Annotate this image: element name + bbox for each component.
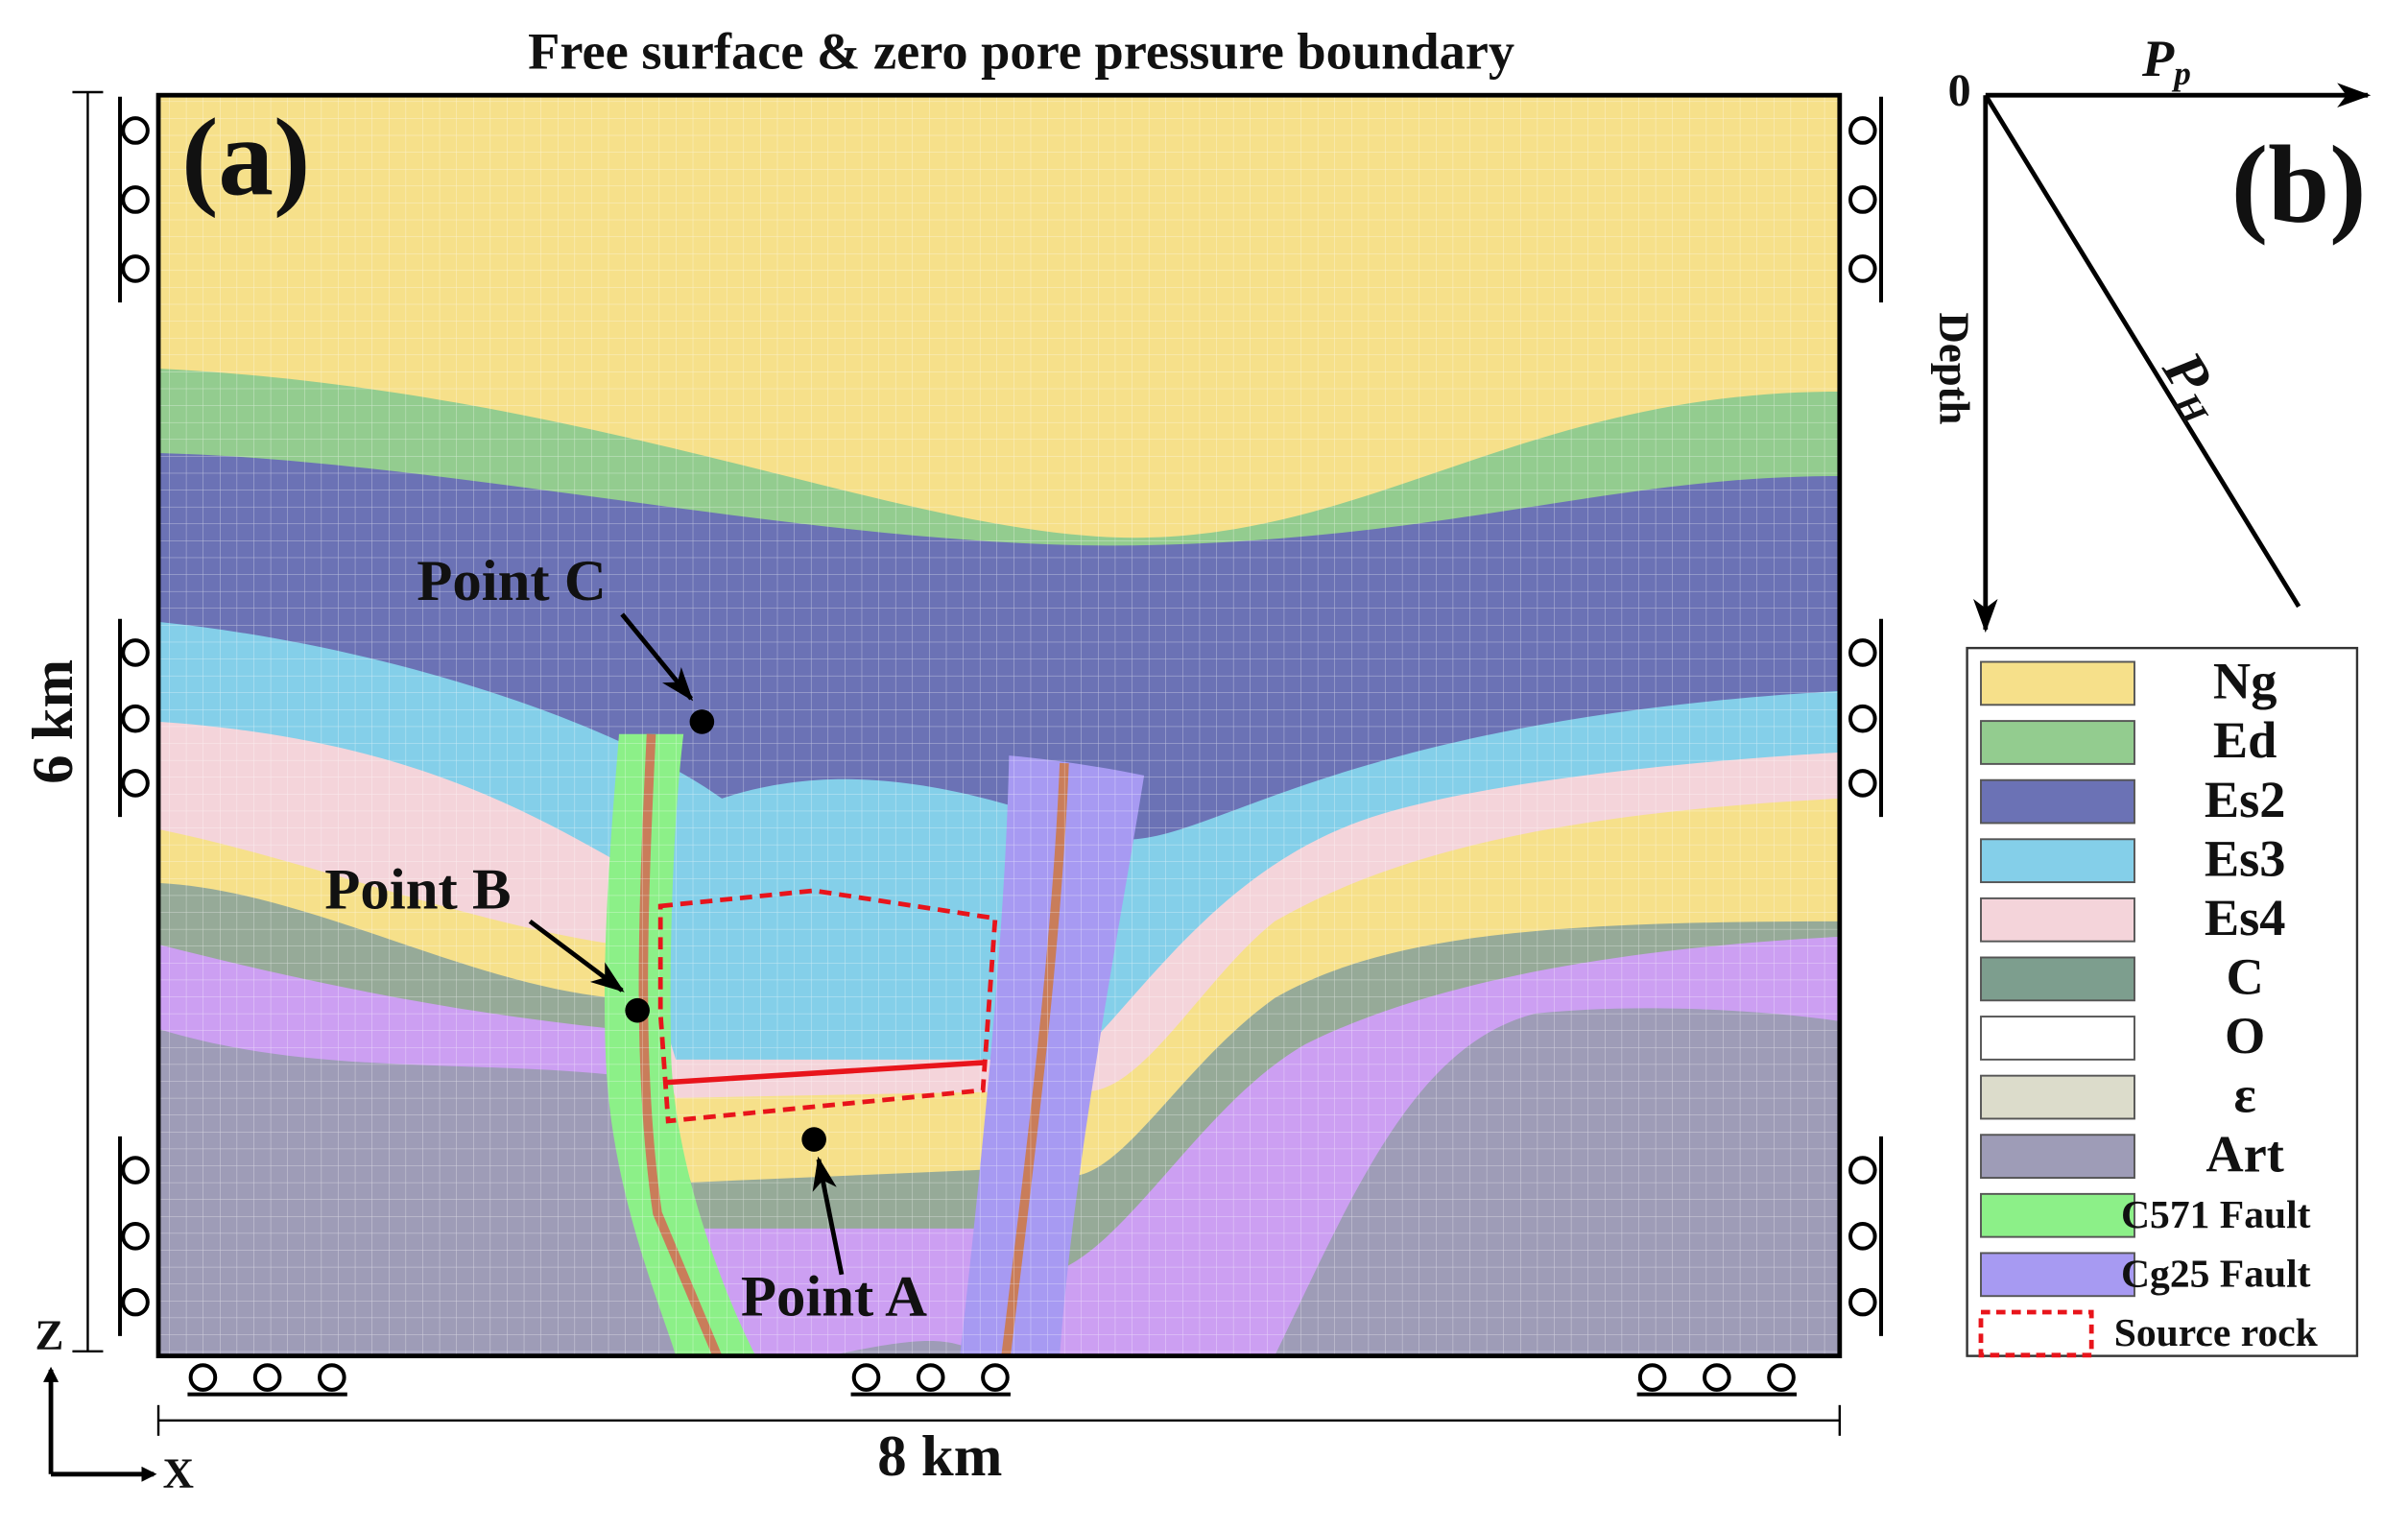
- legend-swatch: [1980, 1192, 2135, 1238]
- axis-label: X: [163, 1448, 194, 1496]
- roller: [121, 116, 150, 145]
- legend-label: Source rock: [2114, 1310, 2319, 1354]
- legend-swatch: [1980, 1074, 2135, 1120]
- roller: [252, 1363, 282, 1392]
- panel-label: (b): [2231, 123, 2367, 246]
- roller: [851, 1363, 881, 1392]
- ph-line: [1983, 93, 2301, 609]
- roller: [1848, 185, 1877, 214]
- legend-label: Es4: [2205, 889, 2286, 946]
- arrow: [620, 612, 694, 702]
- pp-label: Pp: [2141, 31, 2191, 92]
- roller: [916, 1363, 945, 1392]
- roller: [1848, 1287, 1877, 1317]
- roller: [1848, 116, 1877, 145]
- point-c: [689, 709, 715, 734]
- legend-swatch: [1980, 660, 2135, 706]
- arrow: [528, 919, 625, 993]
- legend-swatch: [1980, 1134, 2135, 1180]
- legend-label: ε: [2234, 1066, 2256, 1124]
- title: Free surface & zero pore pressure bounda…: [528, 23, 1514, 81]
- roller: [121, 1156, 150, 1184]
- legend-label: Ed: [2213, 711, 2277, 769]
- point-a: [801, 1127, 826, 1152]
- roller: [1703, 1363, 1731, 1392]
- legend-label: Es2: [2205, 771, 2286, 828]
- roller: [318, 1363, 346, 1392]
- roller: [121, 1287, 150, 1317]
- roller: [981, 1363, 1010, 1392]
- axis-label: Z: [36, 1310, 64, 1358]
- roller: [1848, 769, 1877, 798]
- point-label: Point C: [417, 549, 607, 613]
- legend-label: O: [2225, 1007, 2265, 1065]
- roller: [121, 1222, 150, 1251]
- point-label: Point A: [741, 1265, 927, 1329]
- source-rock: [657, 888, 998, 1124]
- roller: [121, 254, 150, 283]
- panel-label: (a): [181, 95, 310, 218]
- model: [158, 95, 1840, 1356]
- legend-swatch: [1980, 956, 2135, 1002]
- roller: [1848, 704, 1877, 733]
- subscript: p: [2171, 55, 2191, 92]
- mesh: [158, 95, 1840, 1356]
- roller: [121, 185, 150, 214]
- legend-label: Art: [2205, 1125, 2284, 1183]
- roller: [1848, 254, 1877, 283]
- roller: [1767, 1363, 1796, 1392]
- red-line: [663, 1060, 984, 1086]
- legend-label: Cg25 Fault: [2121, 1252, 2311, 1296]
- legend-swatch: [1980, 1252, 2135, 1298]
- arrow: [812, 1156, 845, 1276]
- legend-swatch: [1980, 897, 2135, 943]
- ph-label: PH: [2146, 340, 2239, 432]
- legend-swatch: [1980, 838, 2135, 884]
- legend-label: C571 Fault: [2121, 1192, 2311, 1236]
- legend-swatch: [1978, 1309, 2094, 1358]
- legend-swatch: [1980, 1016, 2135, 1061]
- roller: [1848, 638, 1877, 667]
- legend-label: Es3: [2205, 829, 2286, 887]
- symbol: P: [2141, 31, 2175, 88]
- width-label: 8 km: [877, 1424, 1002, 1489]
- roller: [121, 769, 150, 798]
- roller: [1848, 1156, 1877, 1184]
- legend-label: Ng: [2213, 653, 2277, 710]
- rollers: [118, 96, 1884, 1397]
- legend-swatch: [1980, 778, 2135, 825]
- origin-label: 0: [1948, 65, 1971, 116]
- legend-label: C: [2227, 948, 2264, 1006]
- legend-swatch: [1980, 720, 2135, 765]
- legend: [1966, 646, 2359, 1357]
- roller: [121, 638, 150, 667]
- point-label: Point B: [324, 858, 511, 922]
- depth-label: Depth: [1931, 312, 1979, 424]
- roller: [1848, 1222, 1877, 1251]
- model-border: [155, 92, 1843, 1359]
- roller: [1637, 1363, 1667, 1392]
- dimension-lines: [72, 90, 1842, 1436]
- point-b: [625, 997, 650, 1023]
- height-label: 6 km: [21, 659, 85, 784]
- roller: [188, 1363, 218, 1392]
- roller: [121, 704, 150, 733]
